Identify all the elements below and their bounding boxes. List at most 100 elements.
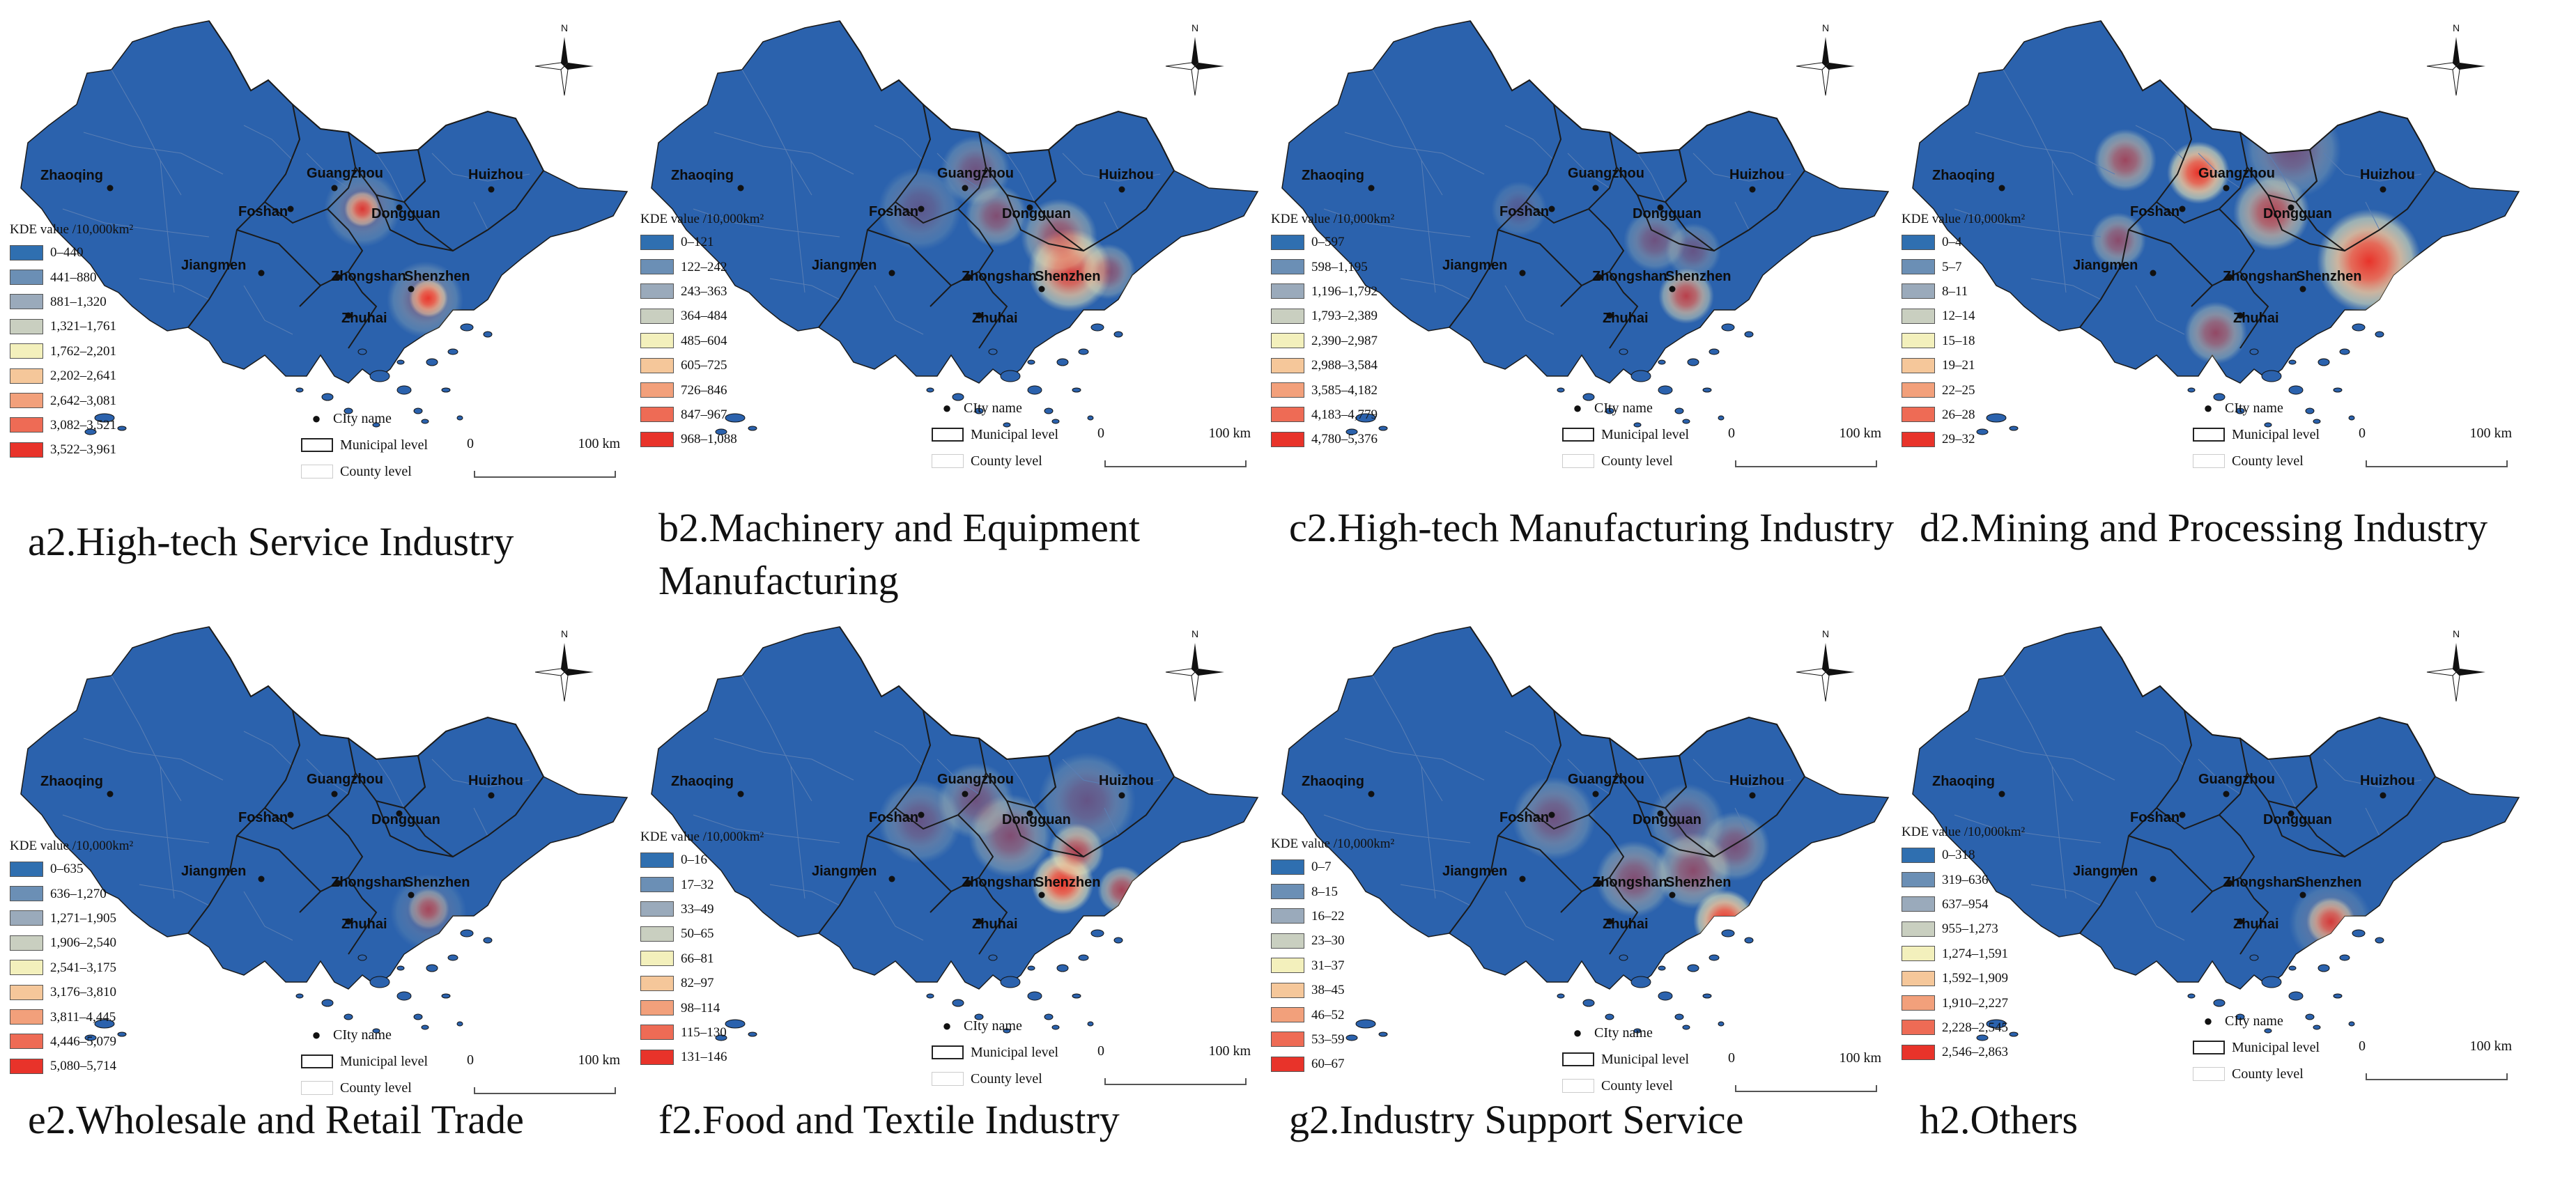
legend-item: 1,906–2,540 <box>10 931 133 955</box>
legend-item: 4,780–5,376 <box>1271 427 1394 451</box>
scale-end-label: 100 km <box>1839 1050 1881 1066</box>
city-dot <box>334 880 341 887</box>
legend-range-label: 29–32 <box>1942 432 1975 447</box>
city-dot <box>737 185 744 192</box>
legend-range-label: 1,793–2,389 <box>1311 309 1378 324</box>
scale-end-label: 100 km <box>578 1052 620 1068</box>
legend-item: 1,321–1,761 <box>10 314 133 338</box>
boundary-swatch <box>1562 428 1594 442</box>
city-label: Zhuhai <box>341 311 387 326</box>
municipal-boundaries <box>1449 20 1806 349</box>
legend-title: KDE value /10,000km² <box>640 830 764 844</box>
municipal-boundaries <box>2079 20 2437 349</box>
city-jiangmen: Jiangmen <box>2073 258 2157 277</box>
legend-item: 364–484 <box>640 304 764 328</box>
city-dot <box>1669 286 1676 293</box>
city-dot <box>2223 791 2230 797</box>
map-key: ● CIty name Municipal level County level <box>2191 395 2320 474</box>
scale-start-label: 0 <box>467 1052 474 1068</box>
legend-swatch <box>1271 283 1304 299</box>
legend-item: 4,183–4,779 <box>1271 403 1394 427</box>
key-municipal-level: Municipal level <box>300 432 428 458</box>
legend-item: 1,274–1,591 <box>1902 942 2025 966</box>
legend-item: 115–130 <box>640 1020 764 1045</box>
legend-item: 2,642–3,081 <box>10 388 133 412</box>
city-dot <box>962 185 969 192</box>
legend-swatch <box>1902 431 1935 447</box>
legend-item: 1,762–2,201 <box>10 339 133 364</box>
city-shenzhen: Shenzhen <box>1035 875 1100 898</box>
city-dot <box>1657 204 1664 211</box>
city-dot-icon: ● <box>1573 1024 1582 1041</box>
key-label: CIty name <box>333 410 392 426</box>
city-label: Zhuhai <box>2233 311 2279 326</box>
legend-item: 5,080–5,714 <box>10 1054 133 1078</box>
city-dot <box>888 270 895 277</box>
city-dot-icon: ● <box>1573 399 1582 417</box>
region-map: Zhaoqing Guangzhou Huizhou Foshan Dongguan Ji… <box>651 626 1259 1041</box>
county-boundaries <box>693 69 1161 335</box>
legend-swatch <box>1902 283 1935 299</box>
city-label: Guangzhou <box>1568 166 1644 181</box>
islands <box>84 323 493 435</box>
legend-title: KDE value /10,000km² <box>1271 836 1395 851</box>
city-dot <box>1592 791 1599 797</box>
key-label: CIty name <box>964 1018 1022 1034</box>
legend-range-label: 0–440 <box>50 245 84 260</box>
city-label: Zhongshan <box>1592 269 1667 284</box>
city-dongguan: Dongguan <box>2263 810 2332 827</box>
key-label: CIty name <box>333 1027 392 1043</box>
legend-item: 0–4 <box>1902 230 2025 254</box>
key-label: County level <box>1601 453 1673 469</box>
scale-line <box>1104 1078 1247 1085</box>
city-label: Dongguan <box>2263 812 2332 827</box>
city-guangzhou: Guangzhou <box>307 772 383 797</box>
boundary-swatch <box>2193 428 2225 442</box>
city-zhongshan: Zhongshan <box>1592 875 1667 890</box>
legend-item: 2,390–2,987 <box>1271 329 1394 353</box>
legend-swatch <box>1902 308 1935 324</box>
legend-range-label: 0–7 <box>1311 859 1332 875</box>
legend-swatch <box>10 960 43 976</box>
scale-bar: 0 100 km <box>1728 1050 1881 1092</box>
kde-hotspot <box>2167 141 2230 204</box>
key-label: CIty name <box>1594 400 1653 416</box>
city-foshan: Foshan <box>238 810 294 825</box>
kde-hotspot <box>2094 129 2157 192</box>
city-dot <box>287 205 294 212</box>
legend-swatch <box>1271 1056 1304 1072</box>
north-arrow-icon: N <box>1796 22 1855 96</box>
legend-range-label: 0–4 <box>1942 235 1962 250</box>
city-dot <box>2237 312 2244 319</box>
svg-text:N: N <box>561 22 568 33</box>
city-dot <box>2299 286 2306 293</box>
city-dot <box>1998 791 2005 797</box>
legend-swatch <box>1271 308 1304 324</box>
legend-item: 8–11 <box>1902 279 2025 304</box>
city-label: Huizhou <box>1099 167 1154 182</box>
scale-line <box>474 471 616 478</box>
region-map: Zhaoqing Guangzhou Huizhou Foshan Dongguan Ji… <box>20 626 628 1041</box>
city-dot <box>965 880 972 887</box>
scale-start-label: 0 <box>1097 1043 1104 1059</box>
scale-line <box>2366 460 2508 467</box>
key-label: Municipal level <box>1601 1051 1690 1067</box>
legend-swatch <box>1902 921 1935 937</box>
legend-title: KDE value /10,000km² <box>640 212 764 226</box>
legend-swatch <box>1902 407 1935 423</box>
kde-hotspots <box>2090 101 2421 364</box>
city-guangzhou: Guangzhou <box>307 166 383 192</box>
key-municipal-level: Municipal level <box>300 1048 428 1075</box>
city-dot <box>107 791 114 797</box>
legend-item: 17–32 <box>640 872 764 896</box>
legend-swatch <box>1271 382 1304 398</box>
kde-hotspot <box>1097 866 1146 914</box>
municipal-boundaries <box>2079 626 2437 955</box>
legend-range-label: 5–7 <box>1942 259 1962 274</box>
map-key: ● CIty name Municipal level County level <box>300 1022 428 1101</box>
kde-hotspot <box>878 780 962 864</box>
county-boundaries <box>1954 69 2422 335</box>
city-label: Zhuhai <box>2233 917 2279 932</box>
city-label: Jiangmen <box>1442 864 1507 879</box>
key-label: County level <box>971 453 1042 469</box>
